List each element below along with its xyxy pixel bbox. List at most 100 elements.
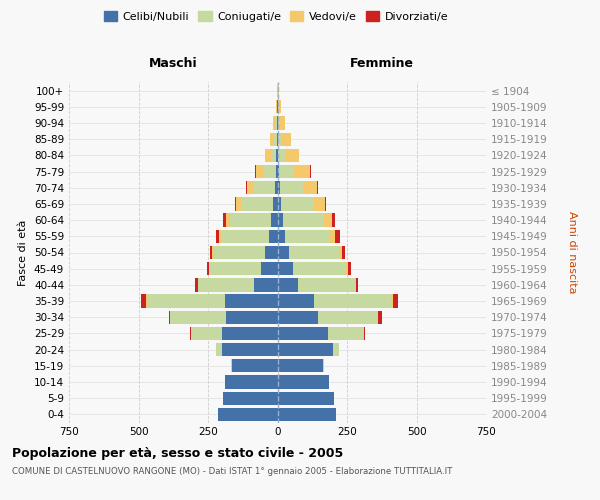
Bar <box>141 294 277 308</box>
Bar <box>277 408 336 421</box>
Bar <box>277 343 339 356</box>
Bar <box>277 214 335 227</box>
Bar <box>277 116 285 130</box>
Bar <box>277 294 391 308</box>
Bar <box>277 278 355 291</box>
Bar <box>277 84 278 97</box>
Bar <box>277 359 325 372</box>
Bar <box>221 230 277 243</box>
Bar <box>277 327 363 340</box>
Bar <box>277 246 289 259</box>
Bar <box>277 310 318 324</box>
Bar <box>277 132 291 146</box>
Bar <box>277 310 382 324</box>
Bar <box>247 181 277 194</box>
Bar <box>170 310 277 324</box>
Bar <box>265 246 277 259</box>
Bar <box>277 198 281 210</box>
Bar <box>277 132 291 146</box>
Bar <box>224 376 277 388</box>
Text: COMUNE DI CASTELNUOVO RANGONE (MO) - Dati ISTAT 1° gennaio 2005 - Elaborazione T: COMUNE DI CASTELNUOVO RANGONE (MO) - Dat… <box>12 468 452 476</box>
Bar <box>270 132 277 146</box>
Bar <box>223 392 277 405</box>
Bar <box>277 262 346 276</box>
Bar <box>191 327 277 340</box>
Bar <box>216 343 277 356</box>
Bar <box>277 392 334 405</box>
Bar <box>218 408 277 421</box>
Bar <box>222 343 277 356</box>
Bar <box>263 165 277 178</box>
Bar <box>254 181 277 194</box>
Bar <box>223 392 277 405</box>
Bar <box>277 392 334 405</box>
Bar <box>275 100 277 114</box>
Bar <box>277 230 335 243</box>
Bar <box>190 327 277 340</box>
Bar <box>277 100 278 114</box>
Bar <box>195 278 277 291</box>
Bar <box>277 116 285 130</box>
Bar <box>277 148 285 162</box>
Bar <box>224 376 277 388</box>
Bar <box>277 294 398 308</box>
Bar <box>274 132 277 146</box>
Bar <box>277 165 310 178</box>
Bar <box>218 408 277 421</box>
Bar <box>217 343 277 356</box>
Bar <box>277 148 299 162</box>
Bar <box>270 132 277 146</box>
Bar <box>226 310 277 324</box>
Bar <box>277 262 293 276</box>
Y-axis label: Fasce di età: Fasce di età <box>19 220 28 286</box>
Bar <box>223 392 277 405</box>
Bar <box>277 100 281 114</box>
Bar <box>277 278 356 291</box>
Bar <box>277 376 329 388</box>
Bar <box>198 278 277 291</box>
Bar <box>277 343 340 356</box>
Bar <box>230 359 277 372</box>
Bar <box>277 359 325 372</box>
Bar <box>191 327 277 340</box>
Bar <box>277 148 278 162</box>
Bar <box>277 343 339 356</box>
Bar <box>277 116 279 130</box>
Bar <box>277 278 358 291</box>
Bar <box>277 214 324 227</box>
Bar <box>277 214 332 227</box>
Bar <box>271 148 277 162</box>
Bar <box>276 116 277 130</box>
Bar <box>277 230 331 243</box>
Y-axis label: Anni di nascita: Anni di nascita <box>567 211 577 294</box>
Bar <box>277 262 351 276</box>
Bar <box>277 376 329 388</box>
Bar <box>277 408 336 421</box>
Bar <box>265 148 277 162</box>
Bar <box>277 327 365 340</box>
Bar <box>277 132 278 146</box>
Bar <box>277 181 317 194</box>
Bar <box>277 327 364 340</box>
Bar <box>277 359 325 372</box>
Bar <box>210 246 277 259</box>
Bar <box>274 198 277 210</box>
Bar <box>217 343 277 356</box>
Bar <box>273 116 277 130</box>
Bar <box>146 294 277 308</box>
Bar <box>232 359 277 372</box>
Bar <box>277 181 280 194</box>
Bar <box>224 376 277 388</box>
Bar <box>277 148 299 162</box>
Bar <box>277 392 334 405</box>
Bar <box>277 165 278 178</box>
Bar <box>271 214 277 227</box>
Bar <box>255 165 277 178</box>
Bar <box>223 392 277 405</box>
Bar <box>209 262 277 276</box>
Bar <box>275 100 277 114</box>
Bar <box>277 327 328 340</box>
Bar <box>273 116 277 130</box>
Bar <box>277 294 392 308</box>
Bar <box>219 230 277 243</box>
